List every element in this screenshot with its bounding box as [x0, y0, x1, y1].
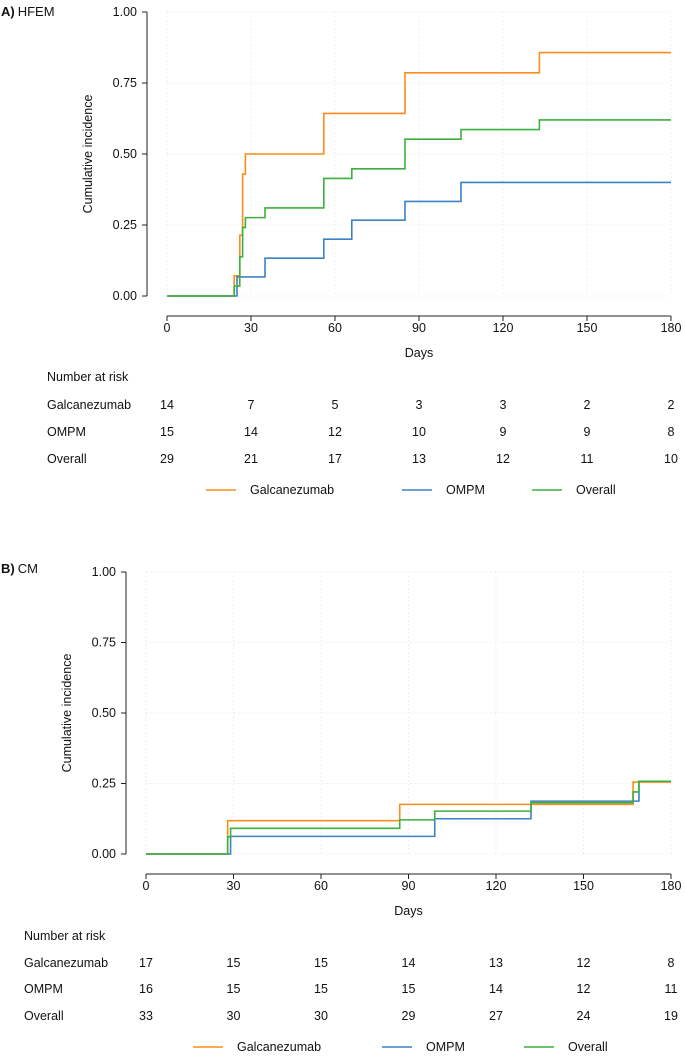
- y-tick-label: 1.00: [92, 565, 116, 579]
- risk-table-header: Number at risk: [47, 370, 129, 384]
- risk-table-header: Number at risk: [24, 929, 106, 943]
- y-tick-label: 0.75: [92, 636, 116, 650]
- risk-cell: 9: [584, 425, 591, 439]
- risk-row-label: Overall: [24, 1009, 64, 1023]
- risk-row-label: OMPM: [47, 425, 86, 439]
- y-tick-label: 0.75: [113, 76, 137, 90]
- x-tick-label: 30: [244, 321, 258, 335]
- risk-cell: 3: [416, 398, 423, 412]
- risk-cell: 11: [581, 452, 594, 466]
- risk-cell: 30: [314, 1009, 328, 1023]
- x-tick-label: 60: [328, 321, 342, 335]
- risk-cell: 12: [577, 956, 591, 970]
- risk-cell: 10: [664, 452, 678, 466]
- panel-name: HFEM: [18, 4, 55, 19]
- risk-row-label: Galcanezumab: [24, 956, 108, 970]
- x-tick-label: 120: [493, 321, 514, 335]
- x-tick-label: 60: [314, 879, 328, 893]
- legend-label-ompm: OMPM: [446, 483, 485, 497]
- y-tick-label: 0.25: [113, 218, 137, 232]
- series-line-overall: [167, 119, 671, 297]
- series-line-overall: [146, 780, 671, 855]
- risk-cell: 27: [489, 1009, 503, 1023]
- x-tick-label: 0: [143, 879, 150, 893]
- risk-cell: 11: [665, 982, 678, 996]
- risk-row-label: Galcanezumab: [47, 398, 131, 412]
- x-tick-label: 180: [661, 879, 682, 893]
- legend-label-overall: Overall: [576, 483, 616, 497]
- risk-cell: 19: [664, 1009, 678, 1023]
- risk-cell: 15: [314, 956, 328, 970]
- y-axis-label: Cumulative incidence: [81, 95, 95, 214]
- legend-label-overall: Overall: [568, 1040, 608, 1054]
- risk-row-label: Overall: [47, 452, 87, 466]
- risk-cell: 9: [500, 425, 507, 439]
- y-tick-label: 0.00: [92, 847, 116, 861]
- risk-cell: 10: [412, 425, 426, 439]
- y-tick-label: 0.50: [113, 147, 137, 161]
- y-axis-label: Cumulative incidence: [60, 654, 74, 773]
- panel-label: B): [1, 561, 15, 576]
- x-tick-label: 150: [577, 321, 598, 335]
- x-tick-label: 90: [402, 879, 416, 893]
- risk-cell: 15: [160, 425, 174, 439]
- risk-cell: 14: [489, 982, 503, 996]
- risk-cell: 29: [160, 452, 174, 466]
- risk-cell: 15: [227, 956, 241, 970]
- risk-cell: 17: [139, 956, 153, 970]
- x-tick-label: 120: [486, 879, 507, 893]
- x-axis-label: Days: [405, 346, 433, 360]
- risk-cell: 15: [314, 982, 328, 996]
- x-tick-label: 0: [164, 321, 171, 335]
- risk-cell: 5: [332, 398, 339, 412]
- risk-cell: 12: [577, 982, 591, 996]
- x-tick-label: 150: [573, 879, 594, 893]
- y-tick-label: 0.50: [92, 706, 116, 720]
- risk-cell: 15: [227, 982, 241, 996]
- risk-cell: 13: [489, 956, 503, 970]
- x-tick-label: 30: [227, 879, 241, 893]
- risk-cell: 16: [139, 982, 153, 996]
- risk-cell: 24: [577, 1009, 591, 1023]
- risk-cell: 33: [139, 1009, 153, 1023]
- risk-cell: 15: [402, 982, 416, 996]
- risk-cell: 2: [584, 398, 591, 412]
- legend-label-galcanezumab: Galcanezumab: [237, 1040, 321, 1054]
- y-tick-label: 0.00: [113, 289, 137, 303]
- risk-cell: 2: [668, 398, 675, 412]
- risk-cell: 29: [402, 1009, 416, 1023]
- panel-name: CM: [18, 561, 38, 576]
- panel-label: A): [1, 4, 15, 19]
- panel-title: A) HFEM: [1, 4, 55, 19]
- x-tick-label: 180: [661, 321, 682, 335]
- risk-cell: 3: [500, 398, 507, 412]
- risk-cell: 8: [668, 956, 675, 970]
- legend-label-galcanezumab: Galcanezumab: [250, 483, 334, 497]
- risk-cell: 14: [244, 425, 258, 439]
- x-axis-label: Days: [394, 904, 422, 918]
- risk-cell: 12: [496, 452, 510, 466]
- risk-cell: 12: [328, 425, 342, 439]
- legend-label-ompm: OMPM: [426, 1040, 465, 1054]
- risk-cell: 8: [668, 425, 675, 439]
- risk-cell: 21: [244, 452, 258, 466]
- risk-cell: 14: [160, 398, 174, 412]
- x-tick-label: 90: [412, 321, 426, 335]
- series-line-galcanezumab: [167, 51, 671, 297]
- series-line-ompm: [167, 181, 671, 297]
- risk-cell: 17: [328, 452, 342, 466]
- risk-cell: 7: [248, 398, 255, 412]
- panel-b: B) CM 0.00 0.25 0.50 0.75 1.00 0 30 60 90 120 150 180…: [1, 561, 681, 1054]
- risk-row-label: OMPM: [24, 982, 63, 996]
- risk-cell: 30: [227, 1009, 241, 1023]
- risk-cell: 13: [412, 452, 426, 466]
- y-tick-label: 1.00: [113, 5, 137, 19]
- panel-title: B) CM: [1, 561, 38, 576]
- risk-cell: 14: [402, 956, 416, 970]
- panel-a: A) HFEM 0.00 0.25 0.50 0.75 1.00 0 30 60 90 120 150 1…: [1, 4, 681, 497]
- y-tick-label: 0.25: [92, 777, 116, 791]
